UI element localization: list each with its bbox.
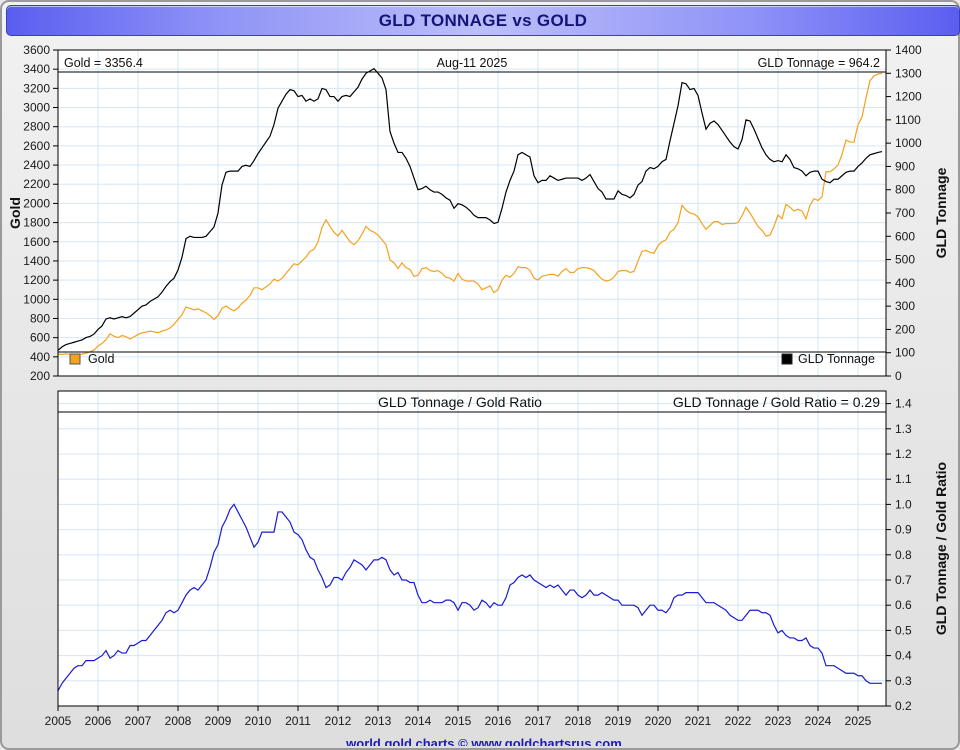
legend-label-tonnage: GLD Tonnage — [798, 352, 875, 366]
y-axis-tick-label: 3000 — [23, 101, 50, 115]
lower-plot-frame — [57, 390, 887, 707]
y-axis-tick-label: 200 — [30, 369, 50, 383]
y-axis-tick-label: 1600 — [23, 235, 50, 249]
ratio-axis-tick-label: 0.2 — [895, 699, 912, 713]
x-axis-tick-label: 2024 — [805, 714, 832, 728]
ratio-axis-tick-label: 0.8 — [895, 548, 912, 562]
square-marker-gold — [69, 353, 81, 365]
x-axis-tick-label: 2021 — [685, 714, 712, 728]
y2-axis-tick-label: 900 — [895, 159, 915, 173]
y2-axis-tick-label: 100 — [895, 346, 915, 360]
x-axis-tick-label: 2011 — [285, 714, 311, 728]
chart-canvas: 200 400 600 800 1000 1200 1400 1600 1800 2000 2200… — [6, 36, 958, 746]
ratio-axis-tick-label: 0.6 — [895, 598, 912, 612]
x-axis-tick-label: 2013 — [365, 714, 392, 728]
lower-plot-background — [58, 391, 886, 706]
x-axis-tick-label: 2014 — [405, 714, 432, 728]
y-axis-tick-label: 800 — [30, 311, 50, 325]
ratio-axis-tick-label: 1.0 — [895, 497, 912, 511]
ratio-axis-title: GLD Tonnage / Gold Ratio — [933, 462, 949, 635]
y-axis-tick-label: 3200 — [23, 81, 50, 95]
x-axis-tick-label: 2025 — [845, 714, 872, 728]
y-axis-tick-label: 1400 — [23, 254, 50, 268]
y2-axis-title: GLD Tonnage — [933, 167, 949, 258]
y2-axis-tick-label: 400 — [895, 276, 915, 290]
chart-svg: 2004006008001000120014001600180020002200… — [7, 43, 949, 746]
x-axis-tick-label: 2023 — [765, 714, 792, 728]
y2-axis-tick-label: 500 — [895, 253, 915, 267]
y-axis-tick-label: 2200 — [23, 177, 50, 191]
legend-label-gold: Gold — [88, 352, 114, 366]
ratio-axis-tick-label: 0.3 — [895, 674, 912, 688]
series-line-ratio — [57, 503, 882, 692]
lower-panel-title: GLD Tonnage / Gold Ratio — [378, 394, 542, 410]
y2-axis-tick-label: 1200 — [895, 90, 922, 104]
y2-axis-tick-label: 1400 — [895, 43, 922, 57]
y2-axis-tick-label: 600 — [895, 229, 915, 243]
ratio-axis-tick-label: 0.5 — [895, 623, 912, 637]
x-axis-tick-label: 2020 — [645, 714, 672, 728]
y-axis-title: Gold — [7, 197, 23, 229]
chart-date: Aug-11 2025 — [437, 56, 508, 70]
x-axis-tick-label: 2006 — [85, 714, 112, 728]
y2-axis-tick-label: 200 — [895, 322, 915, 336]
y2-axis-tick-label: 1300 — [895, 66, 922, 80]
gold-readout: Gold = 3356.4 — [64, 56, 143, 70]
y-axis-tick-label: 400 — [30, 350, 50, 364]
y-axis-tick-label: 3400 — [23, 62, 50, 76]
y-axis-tick-label: 1800 — [23, 216, 50, 230]
ratio-axis-tick-label: 0.9 — [895, 523, 912, 537]
y2-axis-tick-label: 800 — [895, 183, 915, 197]
y2-axis-tick-label: 1000 — [895, 136, 922, 150]
x-axis-tick-label: 2015 — [445, 714, 472, 728]
y2-axis-tick-label: 300 — [895, 299, 915, 313]
series-line-gold — [57, 72, 883, 356]
x-axis-tick-label: 2010 — [245, 714, 272, 728]
ratio-axis-tick-label: 1.4 — [895, 397, 912, 411]
y-axis-tick-label: 600 — [30, 331, 50, 345]
y-axis-tick-label: 2600 — [23, 139, 50, 153]
y-axis-tick-label: 1200 — [23, 273, 50, 287]
x-axis-tick-label: 2022 — [725, 714, 752, 728]
y-axis-tick-label: 1000 — [23, 292, 50, 306]
y2-axis-tick-label: 1100 — [895, 113, 921, 127]
x-axis-tick-label: 2016 — [485, 714, 512, 728]
ratio-axis-tick-label: 0.7 — [895, 573, 912, 587]
footer-credit: world gold charts © www.goldchartsrus.co… — [345, 736, 622, 746]
y2-axis-tick-label: 0 — [895, 369, 902, 383]
y-axis-tick-label: 3600 — [23, 43, 50, 57]
y2-axis-tick-label: 700 — [895, 206, 915, 220]
x-axis-tick-label: 2018 — [565, 714, 592, 728]
x-axis-tick-label: 2005 — [45, 714, 72, 728]
window-title-bar: GLD TONNAGE vs GOLD — [6, 5, 960, 36]
x-axis-tick-label: 2007 — [125, 714, 152, 728]
x-axis-tick-label: 2017 — [525, 714, 552, 728]
y-axis-tick-label: 2800 — [23, 120, 50, 134]
x-axis-tick-label: 2009 — [205, 714, 232, 728]
y-axis-tick-label: 2400 — [23, 158, 50, 172]
window-title: GLD TONNAGE vs GOLD — [378, 10, 588, 30]
ratio-axis-tick-label: 1.3 — [895, 422, 912, 436]
x-axis-tick-label: 2019 — [605, 714, 632, 728]
series-line-gld-tonnage — [57, 67, 883, 351]
x-axis-tick-label: 2008 — [165, 714, 192, 728]
ratio-axis-tick-label: 1.1 — [895, 472, 912, 486]
y-axis-tick-label: 2000 — [23, 196, 50, 210]
ratio-axis-tick-label: 1.2 — [895, 447, 912, 461]
tonnage-readout: GLD Tonnage = 964.2 — [758, 56, 880, 70]
ratio-readout: GLD Tonnage / Gold Ratio = 0.29 — [673, 394, 880, 410]
square-marker-tonnage — [781, 353, 793, 365]
x-axis-tick-label: 2012 — [325, 714, 352, 728]
ratio-axis-tick-label: 0.4 — [895, 649, 912, 663]
